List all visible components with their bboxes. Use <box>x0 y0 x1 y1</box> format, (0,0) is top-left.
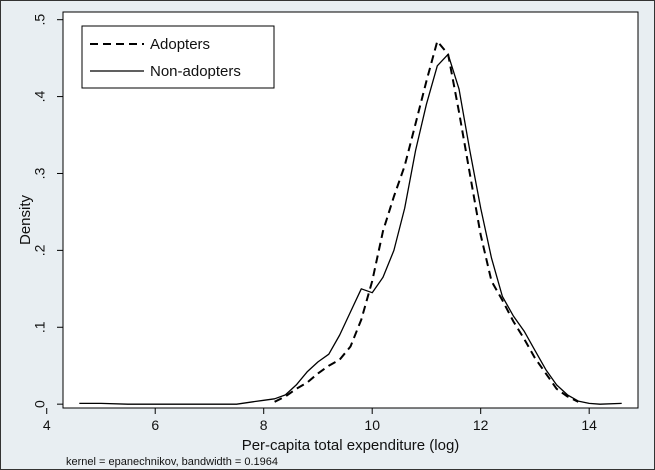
y-tick-label: .4 <box>32 91 48 103</box>
legend: Adopters Non-adopters <box>81 25 275 89</box>
series-layer <box>79 40 622 405</box>
y-tick-label: .3 <box>32 167 48 179</box>
x-tick-label: 14 <box>581 417 597 433</box>
x-axis-title: Per-capita total expenditure (log) <box>242 437 460 454</box>
y-tick-label: .1 <box>32 321 48 333</box>
x-tick-label: 8 <box>260 417 268 433</box>
legend-label-non-adopters: Non-adopters <box>150 63 241 80</box>
legend-box <box>81 25 275 89</box>
x-tick-label: 4 <box>43 417 51 433</box>
x-tick-label: 12 <box>473 417 489 433</box>
x-tick-label: 6 <box>151 417 159 433</box>
x-axis: 4 6 8 10 12 14 <box>43 408 597 433</box>
series-line-adopters <box>274 40 579 403</box>
y-tick-label: .2 <box>32 244 48 256</box>
y-axis: 0 .1 .2 .3 .4 .5 <box>32 14 63 408</box>
legend-label-adopters: Adopters <box>150 36 210 53</box>
y-tick-label: 0 <box>32 400 48 408</box>
y-tick-label: .5 <box>32 14 48 26</box>
series-line-non-adopters <box>79 53 622 405</box>
chart-note: kernel = epanechnikov, bandwidth = 0.196… <box>66 456 278 468</box>
y-axis-title: Density <box>17 194 34 245</box>
x-tick-label: 10 <box>364 417 380 433</box>
